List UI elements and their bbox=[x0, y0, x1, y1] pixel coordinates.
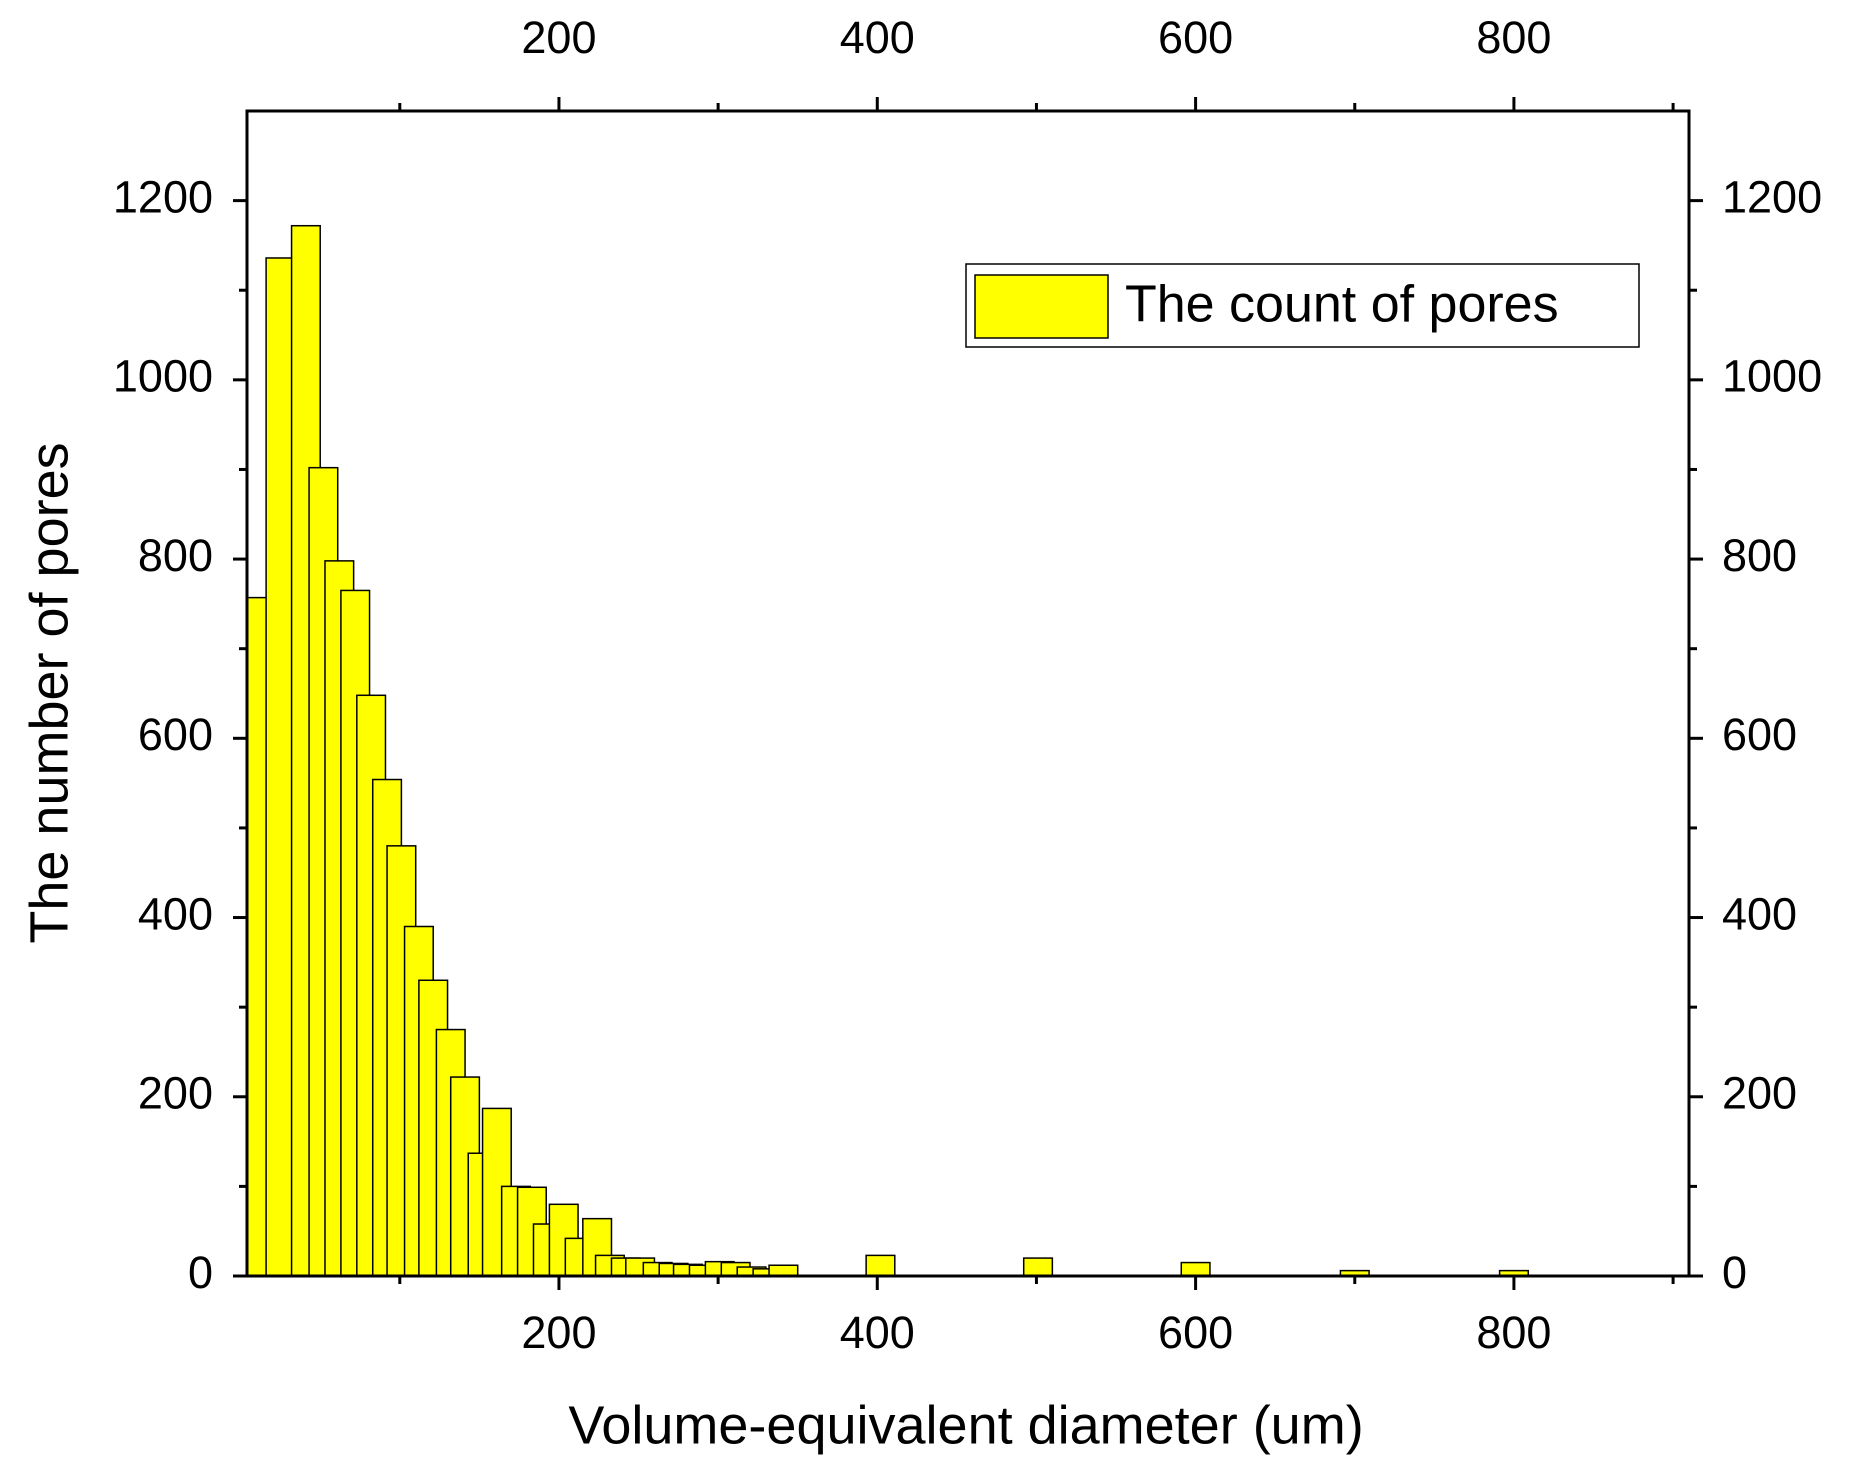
y-tick-label: 200 bbox=[138, 1068, 213, 1119]
y-tick-label-right: 600 bbox=[1722, 709, 1797, 760]
y-tick-label-right: 400 bbox=[1722, 888, 1797, 939]
y-tick-label: 400 bbox=[138, 888, 213, 939]
y-tick-label-right: 800 bbox=[1722, 530, 1797, 581]
x-tick-label-top: 800 bbox=[1476, 12, 1551, 63]
x-tick-label-top: 600 bbox=[1158, 12, 1233, 63]
bar bbox=[1022, 1257, 1054, 1276]
x-tick-label: 800 bbox=[1476, 1307, 1551, 1358]
x-axis-title: Volume-equivalent diameter (um) bbox=[568, 1395, 1363, 1455]
x-tick-label: 400 bbox=[840, 1307, 915, 1358]
y-tick-label: 800 bbox=[138, 530, 213, 581]
x-tick-label-top: 400 bbox=[840, 12, 915, 63]
bar bbox=[1180, 1261, 1211, 1276]
bar bbox=[865, 1254, 896, 1276]
plot-frame bbox=[245, 109, 1691, 1278]
x-tick-label-top: 200 bbox=[521, 12, 596, 63]
x-tick-label: 200 bbox=[521, 1307, 596, 1358]
y-tick-label-right: 0 bbox=[1722, 1247, 1747, 1298]
legend-swatch bbox=[974, 274, 1109, 339]
bar bbox=[265, 257, 296, 1276]
y-tick-label-right: 200 bbox=[1722, 1068, 1797, 1119]
y-tick-label: 600 bbox=[138, 709, 213, 760]
bar bbox=[768, 1264, 799, 1276]
y-tick-label: 0 bbox=[188, 1247, 213, 1298]
y-tick-label-right: 1000 bbox=[1722, 351, 1822, 402]
y-tick-label: 1000 bbox=[113, 351, 213, 402]
y-tick-label: 1200 bbox=[113, 172, 213, 223]
x-tick-label: 600 bbox=[1158, 1307, 1233, 1358]
y-axis-title: The number of pores bbox=[19, 442, 79, 943]
legend-label: The count of pores bbox=[1125, 276, 1559, 334]
y-tick-label-right: 1200 bbox=[1722, 172, 1822, 223]
bars bbox=[247, 224, 1529, 1276]
